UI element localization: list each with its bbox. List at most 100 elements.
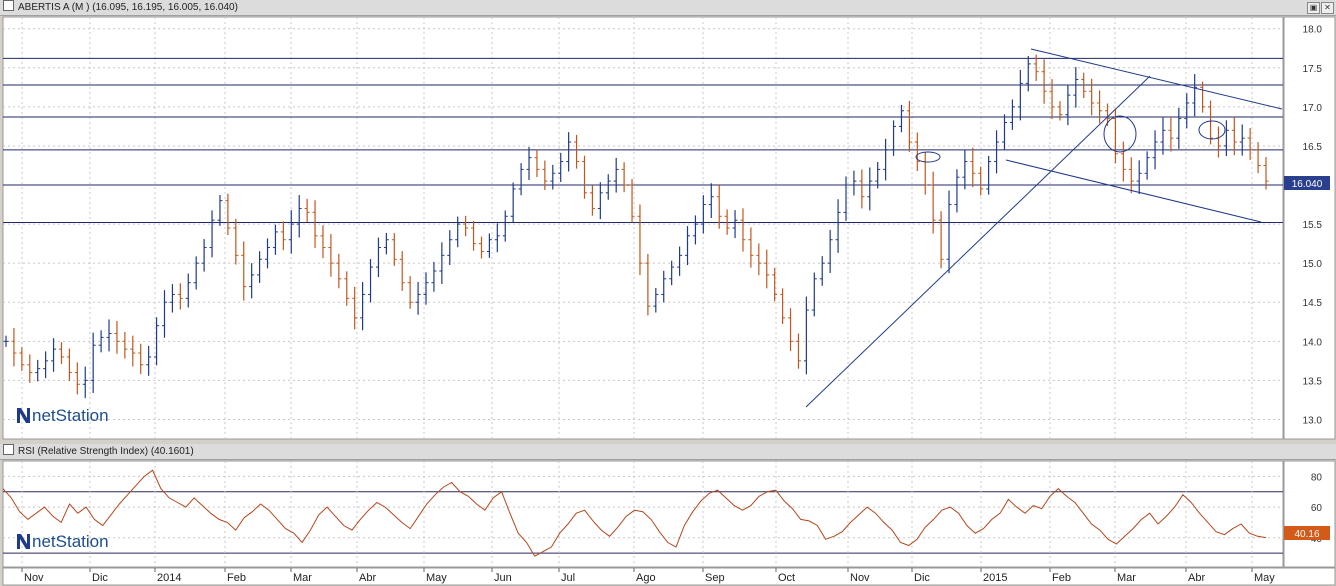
ohlc-bar bbox=[510, 182, 516, 223]
ohlc-bar bbox=[589, 185, 595, 216]
ohlc-bar bbox=[954, 169, 960, 213]
ohlc-bar bbox=[700, 195, 706, 234]
price-tick-label: 14.5 bbox=[1303, 298, 1323, 309]
marker-circle[interactable] bbox=[1103, 115, 1137, 153]
trend-drawings[interactable] bbox=[805, 48, 1283, 408]
ohlc-bar bbox=[312, 200, 318, 248]
ohlc-bar bbox=[906, 100, 912, 152]
price-axis-area bbox=[1283, 16, 1336, 440]
ohlc-bar bbox=[558, 152, 564, 183]
ohlc-bar bbox=[732, 210, 738, 239]
ohlc-bar bbox=[843, 176, 849, 221]
x-tick-label: Sep bbox=[705, 572, 725, 584]
ohlc-bar bbox=[1152, 130, 1158, 170]
ohlc-bar bbox=[827, 229, 833, 273]
ohlc-bar bbox=[518, 163, 524, 196]
ohlc-bar bbox=[177, 283, 183, 310]
ohlc-bar bbox=[1184, 93, 1190, 129]
rsi-last-badge bbox=[1284, 526, 1330, 540]
ohlc-bar bbox=[502, 210, 508, 242]
trendline-support[interactable] bbox=[805, 75, 1151, 408]
ohlc-bar bbox=[439, 242, 445, 284]
marker-ellipse[interactable] bbox=[1198, 120, 1226, 140]
ohlc-bar bbox=[1168, 116, 1174, 152]
ohlc-bar bbox=[66, 348, 72, 381]
ohlc-bar bbox=[360, 282, 366, 331]
ohlc-bar bbox=[1017, 69, 1023, 121]
ohlc-bar bbox=[328, 234, 334, 277]
ohlc-bar bbox=[304, 198, 310, 222]
x-tick-label: Dic bbox=[92, 572, 108, 584]
ohlc-bar bbox=[1049, 79, 1055, 120]
ohlc-bar bbox=[280, 221, 286, 251]
ohlc-bar bbox=[74, 362, 80, 395]
ohlc-bar bbox=[90, 332, 96, 393]
rsi-tick-label: 80 bbox=[1311, 472, 1323, 483]
ohlc-bar bbox=[1239, 124, 1245, 156]
ohlc-bar bbox=[51, 338, 57, 372]
ohlc-bar bbox=[399, 251, 405, 291]
ohlc-bar bbox=[35, 359, 41, 382]
ohlc-bar bbox=[859, 169, 865, 209]
ohlc-bar bbox=[494, 223, 500, 253]
ohlc-bar bbox=[613, 157, 619, 193]
ohlc-bar bbox=[1120, 141, 1126, 182]
ohlc-bar bbox=[708, 183, 714, 219]
ohlc-bar bbox=[201, 239, 207, 272]
ohlc-bar bbox=[748, 227, 754, 268]
channel-upper-line[interactable] bbox=[1030, 48, 1283, 110]
ohlc-bar bbox=[11, 327, 17, 367]
channel-lower-line[interactable] bbox=[1005, 159, 1262, 223]
ohlc-bar bbox=[597, 182, 603, 220]
ohlc-bar bbox=[851, 170, 857, 196]
ohlc-bar bbox=[938, 211, 944, 269]
ohlc-bar bbox=[1128, 157, 1134, 194]
ohlc-bar bbox=[1089, 78, 1095, 116]
panel-icon[interactable] bbox=[3, 0, 14, 11]
ohlc-bar bbox=[795, 333, 801, 369]
ohlc-bar bbox=[486, 233, 492, 258]
price-panel-title: ABERTIS A (M ) (16.095, 16.195, 16.005, … bbox=[18, 2, 238, 13]
ohlc-bar bbox=[383, 232, 389, 255]
price-panel-header: ABERTIS A (M ) (16.095, 16.195, 16.005, … bbox=[0, 0, 1336, 16]
ohlc-bar bbox=[1208, 100, 1214, 145]
ohlc-bar bbox=[272, 224, 278, 255]
ohlc-bar bbox=[978, 166, 984, 196]
ohlc-bar bbox=[265, 238, 271, 269]
maximize-button[interactable]: ▣ bbox=[1307, 2, 1320, 14]
ohlc-bar bbox=[185, 273, 191, 308]
ohlc-bar bbox=[98, 330, 104, 353]
ohlc-bar bbox=[447, 230, 453, 265]
ohlc-bar bbox=[574, 134, 580, 169]
ohlc-bar bbox=[257, 251, 263, 283]
price-plot-area[interactable] bbox=[2, 16, 1284, 440]
x-tick-label: Jul bbox=[561, 572, 575, 584]
ohlc-bar bbox=[106, 319, 112, 352]
close-icon[interactable]: ✕ bbox=[1321, 2, 1334, 14]
ohlc-bar bbox=[875, 162, 881, 189]
ohlc-bar bbox=[407, 276, 413, 309]
ohlc-bar bbox=[550, 164, 556, 190]
ohlc-bar bbox=[336, 253, 342, 289]
x-tick-label: Oct bbox=[778, 572, 795, 584]
ohlc-bar bbox=[415, 281, 421, 315]
ohlc-bar bbox=[692, 215, 698, 245]
ohlc-bar bbox=[209, 210, 215, 258]
ohlc-bar bbox=[811, 272, 817, 317]
x-tick-label: Jun bbox=[494, 572, 512, 584]
ohlc-bar bbox=[423, 272, 429, 305]
price-tick-label: 18.0 bbox=[1303, 25, 1323, 36]
ohlc-bar bbox=[146, 345, 152, 376]
ohlc-bar bbox=[772, 268, 778, 302]
rsi-plot-area[interactable] bbox=[2, 460, 1284, 568]
panel-icon[interactable] bbox=[3, 444, 14, 455]
ohlc-bar bbox=[1025, 55, 1031, 92]
x-tick-label: Nov bbox=[24, 572, 44, 584]
price-tick-label: 17.5 bbox=[1303, 64, 1323, 75]
ohlc-bar bbox=[225, 193, 231, 235]
marker-ellipse[interactable] bbox=[915, 151, 941, 163]
ohlc-bar bbox=[288, 210, 294, 254]
ohlc-bar bbox=[756, 243, 762, 276]
ohlc-bar bbox=[1263, 157, 1269, 190]
